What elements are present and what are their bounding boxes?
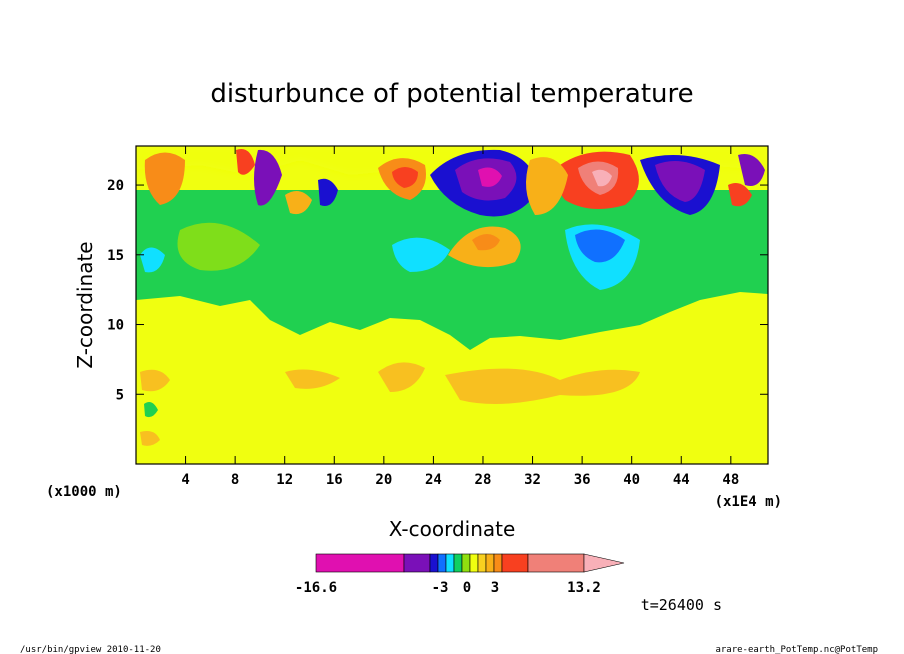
y-tick-label: 5	[116, 387, 124, 403]
colorbar-segment	[437, 553, 447, 573]
colorbar-segment	[485, 553, 495, 573]
footer-right: arare-earth_PotTemp.nc@PotTemp	[715, 645, 878, 654]
field-cyan-left	[140, 247, 165, 273]
colorbar-segment	[429, 553, 439, 573]
x-tick-label: 24	[425, 472, 442, 488]
time-label: t=26400 s	[641, 596, 722, 614]
colorbar-extension	[583, 553, 625, 573]
field-orange-28-core	[472, 234, 500, 251]
field-purple-48	[738, 154, 765, 186]
colorbar-segment	[445, 553, 455, 573]
colorbar-segment	[453, 553, 463, 573]
x-tick-label: 40	[623, 472, 640, 488]
x-tick-label: 44	[673, 472, 690, 488]
y-axis-ticks: 5 10 15 20	[107, 178, 768, 403]
x-axis-label: X-coordinate	[389, 517, 516, 541]
field-red-9	[236, 149, 255, 175]
colorbar-segment	[461, 553, 471, 573]
colorbar-segment	[403, 553, 431, 573]
colorbar-segment	[501, 553, 529, 573]
field-orange-12	[285, 191, 312, 215]
field-cyan-mid	[392, 237, 450, 272]
x-tick-label: 8	[231, 472, 239, 488]
x-multiplier-label: (x1E4 m)	[715, 494, 782, 510]
field-magenta-28	[478, 167, 502, 187]
plot-frame	[135, 145, 769, 465]
field-blue-right	[575, 229, 625, 263]
x-tick-label: 16	[326, 472, 343, 488]
field-red-48	[728, 182, 752, 207]
field-purple-10	[254, 149, 282, 206]
colorbar-segment	[477, 553, 487, 573]
field-purple-44	[655, 161, 705, 202]
field-orange-low-2	[378, 362, 425, 392]
y-tick-label: 15	[107, 248, 124, 264]
field-lightpink-37	[592, 169, 612, 187]
field-green-low	[144, 402, 158, 418]
plot-area	[136, 146, 768, 464]
colorbar-segment	[315, 553, 405, 573]
colorbar-segment	[469, 553, 479, 573]
x-unit-label: (x1000 m)	[46, 484, 122, 500]
field-red-20-core	[392, 167, 418, 188]
colorbar-tick-label: -3	[432, 580, 449, 596]
colorbar-tick-label: 3	[491, 580, 499, 596]
y-tick-label: 20	[107, 178, 124, 194]
field-orange-low-3	[445, 368, 640, 404]
x-tick-label: 48	[722, 472, 739, 488]
footer-left: /usr/bin/gpview 2010-11-20	[20, 645, 161, 654]
x-tick-label: 32	[524, 472, 541, 488]
x-tick-label: 4	[181, 472, 189, 488]
x-tick-label: 28	[475, 472, 492, 488]
colorbar-ticks: -16.6 -3 0 3 13.2	[295, 580, 601, 596]
field-orange-34	[526, 157, 568, 215]
field-green-upper	[177, 222, 260, 271]
y-tick-label: 10	[107, 318, 124, 334]
chart-title: disturbunce of potential temperature	[210, 79, 693, 109]
colorbar-segment	[527, 553, 585, 573]
colorbar-segment	[493, 553, 503, 573]
colorbar	[315, 553, 625, 573]
x-tick-label: 20	[375, 472, 392, 488]
field-orange-low-1	[285, 369, 340, 389]
colorbar-tick-label: 13.2	[567, 580, 601, 596]
y-axis-label: Z-coordinate	[73, 241, 97, 368]
field-orange-low-4	[140, 369, 170, 392]
x-axis-ticks: 4 8 12 16 20 24 28 32 36 40 44 48	[181, 146, 739, 488]
x-tick-label: 12	[276, 472, 293, 488]
field-orange-low-5	[140, 431, 160, 446]
colorbar-tick-label: 0	[463, 580, 471, 596]
colorbar-tick-label: -16.6	[295, 580, 337, 596]
field-orange-left	[144, 152, 185, 205]
field-blue-14	[318, 178, 338, 206]
x-tick-label: 36	[574, 472, 591, 488]
